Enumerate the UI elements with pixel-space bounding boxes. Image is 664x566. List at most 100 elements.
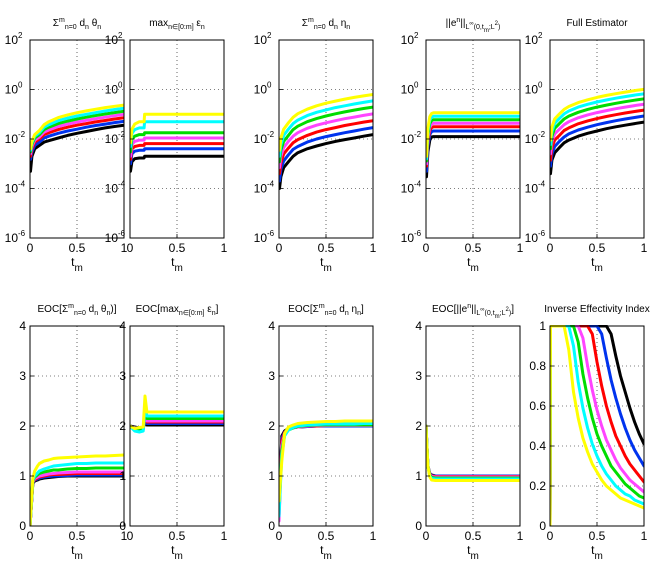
y-tick-label: 0 xyxy=(119,519,126,533)
y-tick-exponent: -4 xyxy=(18,180,26,189)
series-group xyxy=(130,112,224,173)
y-tick-label: 10 xyxy=(401,83,415,97)
y-tick-label: 0.2 xyxy=(529,479,546,493)
chart-title: EOC[maxn∈[0:m] εn] xyxy=(136,304,219,317)
y-tick-label: 10 xyxy=(525,182,539,196)
y-tick-label: 0 xyxy=(19,519,26,533)
x-tick-label: 0 xyxy=(276,241,283,255)
series-line-yellow xyxy=(130,112,224,145)
x-tick-label: 0 xyxy=(547,241,554,255)
x-tick-label: 1 xyxy=(121,241,128,255)
chart-title: Σmn=0 dn ηn xyxy=(302,17,351,31)
y-tick-label: 10 xyxy=(525,33,539,47)
y-tick-label: 10 xyxy=(254,182,268,196)
y-tick-label: 10 xyxy=(105,132,119,146)
chart-title: Inverse Effectivity Index xyxy=(544,304,649,315)
series-group xyxy=(30,103,124,173)
y-tick-label: 0 xyxy=(415,519,422,533)
series-line-green xyxy=(279,105,373,164)
y-tick-label: 10 xyxy=(401,231,415,245)
series-group xyxy=(426,111,520,179)
y-tick-label: 3 xyxy=(119,369,126,383)
series-line-yellow xyxy=(30,453,124,526)
series-line-green xyxy=(550,97,644,151)
series-group xyxy=(279,419,373,523)
y-tick-exponent: 2 xyxy=(267,31,272,40)
y-tick-label: 3 xyxy=(19,369,26,383)
series-group xyxy=(426,424,520,482)
chart-panel-10: 0 0.5 1 1 0.8 0.6 0.4 0.2 0 tm Inverse Effectivity… xyxy=(529,304,649,562)
x-axis-label: tm xyxy=(320,543,332,562)
x-tick-label: 1 xyxy=(641,241,648,255)
y-tick-exponent: -4 xyxy=(118,180,126,189)
y-tick-label: 10 xyxy=(401,132,415,146)
series-line-blue xyxy=(550,114,644,168)
series-line-yellow xyxy=(426,424,520,482)
series-line-magenta xyxy=(426,121,520,166)
y-tick-label: 10 xyxy=(105,182,119,196)
y-tick-label: 0.8 xyxy=(529,359,546,373)
chart-title: EOC[||en||L∞(0,tm;L2)] xyxy=(432,303,514,320)
y-tick-exponent: 0 xyxy=(267,81,272,90)
series-line-red xyxy=(550,108,644,162)
series-line-cyan xyxy=(550,92,644,146)
chart-title: EOC[Σmn=0 dn ηn] xyxy=(288,303,364,317)
series-line-black xyxy=(279,133,373,190)
x-tick-label: 1 xyxy=(221,529,228,543)
y-tick-label: 0.6 xyxy=(529,399,546,413)
x-tick-label: 1 xyxy=(121,529,128,543)
y-tick-label: 1 xyxy=(119,469,126,483)
y-tick-label: 2 xyxy=(119,419,126,433)
y-tick-exponent: -6 xyxy=(118,229,126,238)
y-tick-exponent: -2 xyxy=(538,130,546,139)
x-axis-label: tm xyxy=(71,255,83,274)
x-tick-label: 0.5 xyxy=(318,241,335,255)
y-tick-label: 10 xyxy=(105,231,119,245)
y-tick-exponent: 2 xyxy=(538,31,543,40)
series-line-yellow xyxy=(130,394,224,430)
x-tick-label: 0.5 xyxy=(465,529,482,543)
y-tick-label: 2 xyxy=(415,419,422,433)
chart-panel-9: 0 0.5 1 4 3 2 1 0 tm EOC[||en||L∞(0,tm;L2)] xyxy=(415,303,523,562)
y-tick-label: 4 xyxy=(415,319,422,333)
chart-title: EOC[Σmn=0 dn θn)] xyxy=(38,303,117,317)
y-tick-label: 10 xyxy=(254,83,268,97)
x-tick-label: 0 xyxy=(276,529,283,543)
y-tick-label: 3 xyxy=(268,369,275,383)
series-line-green xyxy=(130,409,224,432)
x-tick-label: 0.5 xyxy=(69,529,86,543)
x-tick-label: 0.5 xyxy=(589,529,606,543)
x-tick-label: 0 xyxy=(423,529,430,543)
series-line-blue xyxy=(279,126,373,183)
x-axis-label: tm xyxy=(320,255,332,274)
x-tick-label: 0.5 xyxy=(169,241,186,255)
chart-title: Σmn=0 dn θn xyxy=(53,17,102,31)
chart-title: maxn∈[0:m] εn xyxy=(149,18,205,31)
y-tick-exponent: 2 xyxy=(414,31,419,40)
x-tick-label: 1 xyxy=(641,529,648,543)
x-tick-label: 1 xyxy=(517,241,524,255)
series-line-black xyxy=(30,123,124,173)
y-tick-exponent: -2 xyxy=(414,130,422,139)
y-tick-exponent: 0 xyxy=(118,81,123,90)
x-tick-label: 0 xyxy=(423,241,430,255)
x-axis-label: tm xyxy=(71,543,83,562)
series-line-cyan xyxy=(426,424,520,481)
y-tick-label: 0 xyxy=(268,519,275,533)
x-tick-label: 0.5 xyxy=(69,241,86,255)
x-axis-label: tm xyxy=(467,543,479,562)
y-tick-label: 10 xyxy=(5,83,19,97)
x-tick-label: 1 xyxy=(370,529,377,543)
y-tick-label: 4 xyxy=(119,319,126,333)
y-tick-exponent: -4 xyxy=(538,180,546,189)
y-tick-label: 10 xyxy=(254,33,268,47)
series-group xyxy=(30,453,124,526)
y-tick-exponent: 2 xyxy=(118,31,123,40)
y-tick-label: 10 xyxy=(254,231,268,245)
y-tick-label: 10 xyxy=(401,182,415,196)
